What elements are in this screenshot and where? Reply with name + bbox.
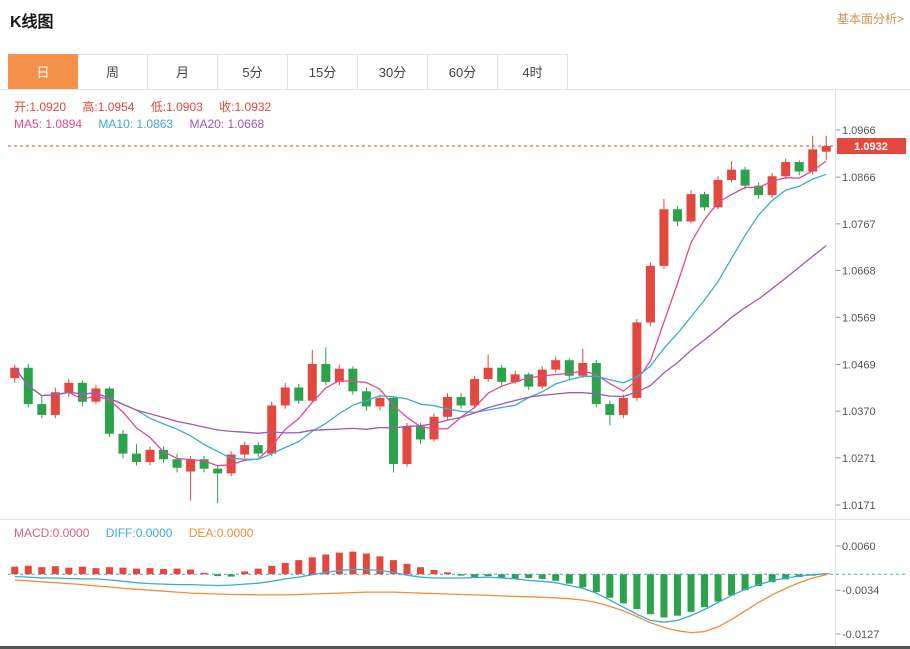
svg-text:-0.0127: -0.0127	[842, 629, 879, 641]
svg-text:1.0271: 1.0271	[842, 453, 876, 465]
diff-line	[14, 568, 827, 623]
svg-text:1.0767: 1.0767	[842, 219, 876, 231]
svg-text:1.0866: 1.0866	[842, 172, 876, 184]
macd-histogram	[11, 551, 830, 618]
ohlc-legend: 开:1.0920 高:1.0954 低:1.0903 收:1.0932	[14, 98, 284, 115]
tab-monthly[interactable]: 月	[148, 54, 218, 89]
period-tabs: 日 周 月 5分 15分 30分 60分 4时	[0, 54, 910, 90]
high-value: 高:1.0954	[82, 100, 135, 114]
tab-60min[interactable]: 60分	[428, 54, 498, 89]
price-axis: 1.0966 1.0866 1.0767 1.0668 1.0569 1.0469 1.03…	[835, 90, 876, 520]
svg-text:1.0469: 1.0469	[842, 359, 876, 371]
candlestick-panel: 1.0966 1.0866 1.0767 1.0668 1.0569 1.0469 1.03…	[0, 90, 910, 520]
ma20-value: MA20: 1.0668	[189, 117, 265, 131]
candles-layer	[10, 135, 831, 504]
svg-text:1.0171: 1.0171	[842, 500, 876, 512]
header: K线图 基本面分析>	[0, 0, 910, 54]
tab-5min[interactable]: 5分	[218, 54, 288, 89]
close-value: 收:1.0932	[219, 100, 272, 114]
tab-15min[interactable]: 15分	[288, 54, 358, 89]
dea-line	[14, 574, 827, 634]
last-price-badge: 1.0932	[837, 138, 906, 155]
svg-text:1.0668: 1.0668	[842, 266, 876, 278]
svg-text:0.0060: 0.0060	[842, 541, 876, 553]
ma5-value: MA5: 1.0894	[14, 117, 83, 131]
ma20-line	[14, 245, 827, 434]
bottom-border	[0, 646, 910, 649]
svg-text:1.0370: 1.0370	[842, 406, 876, 418]
macd-legend: MACD:0.0000 DIFF:0.0000 DEA:0.0000	[14, 526, 266, 540]
ma10-value: MA10: 1.0863	[98, 117, 174, 131]
ma10-line	[14, 173, 827, 460]
tab-30min[interactable]: 30分	[358, 54, 428, 89]
svg-text:1.0569: 1.0569	[842, 312, 876, 324]
dea-value: DEA:0.0000	[188, 526, 254, 540]
ma5-line	[14, 160, 827, 467]
svg-text:1.0932: 1.0932	[854, 141, 888, 153]
svg-text:1.0966: 1.0966	[842, 125, 876, 137]
tab-daily[interactable]: 日	[8, 54, 78, 89]
macd-canvas[interactable]: 0.0060 -0.0034 -0.0127	[0, 520, 910, 647]
candlestick-canvas[interactable]: 1.0966 1.0866 1.0767 1.0668 1.0569 1.0469 1.03…	[0, 90, 910, 520]
macd-panel: 0.0060 -0.0034 -0.0127 MACD:0.0000 DIFF:0.…	[0, 520, 910, 647]
open-value: 开:1.0920	[14, 100, 67, 114]
low-value: 低:1.0903	[150, 100, 203, 114]
diff-value: DIFF:0.0000	[105, 526, 173, 540]
ma-legend: MA5: 1.0894 MA10: 1.0863 MA20: 1.0668	[14, 117, 277, 131]
tab-weekly[interactable]: 周	[78, 54, 148, 89]
page-title: K线图	[10, 14, 54, 31]
macd-value: MACD:0.0000	[14, 526, 90, 540]
tab-4hour[interactable]: 4时	[498, 54, 568, 89]
fundamental-analysis-link[interactable]: 基本面分析>	[836, 12, 904, 26]
macd-axis: 0.0060 -0.0034 -0.0127	[835, 520, 879, 647]
svg-text:-0.0034: -0.0034	[842, 585, 879, 597]
